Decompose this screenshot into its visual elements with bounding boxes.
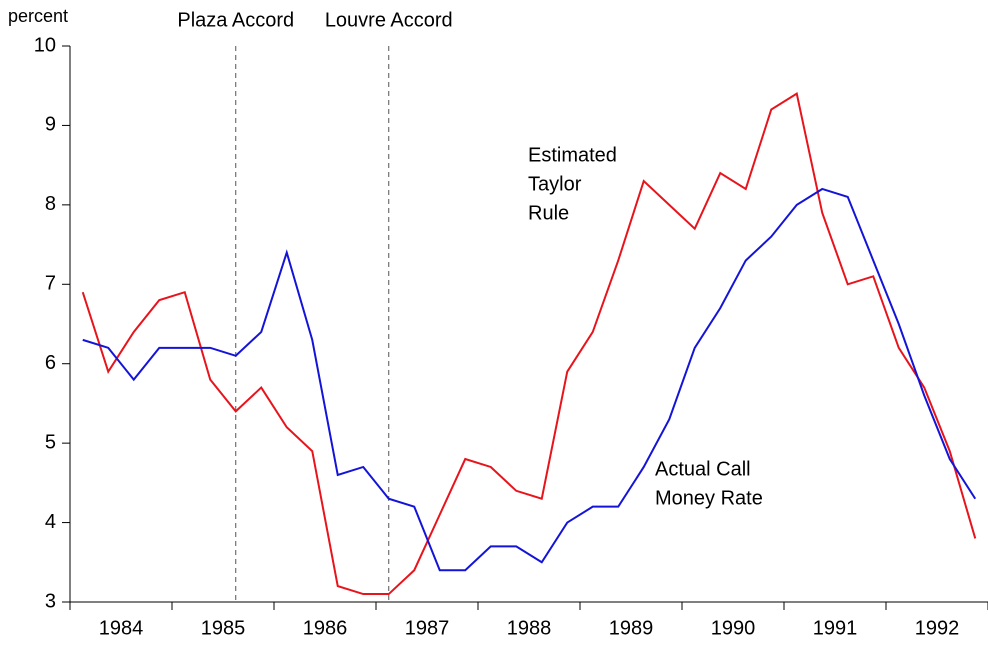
x-tick-label: 1985 bbox=[201, 617, 246, 639]
x-tick-label: 1990 bbox=[711, 617, 756, 639]
x-tick-label: 1984 bbox=[99, 617, 144, 639]
event-label: Plaza Accord bbox=[177, 9, 294, 31]
x-tick-label: 1986 bbox=[303, 617, 348, 639]
series-label: Rule bbox=[528, 202, 569, 224]
y-tick-label: 9 bbox=[45, 114, 56, 136]
event-label: Louvre Accord bbox=[325, 9, 453, 31]
y-tick-label: 10 bbox=[34, 34, 56, 56]
x-tick-label: 1989 bbox=[609, 617, 654, 639]
x-tick-label: 1991 bbox=[813, 617, 858, 639]
x-tick-label: 1988 bbox=[507, 617, 552, 639]
series-label: Actual Call bbox=[655, 458, 751, 480]
y-tick-label: 3 bbox=[45, 590, 56, 612]
series-label: Estimated bbox=[528, 144, 617, 166]
x-tick-label: 1987 bbox=[405, 617, 450, 639]
series-label: Taylor bbox=[528, 173, 582, 195]
y-tick-label: 8 bbox=[45, 193, 56, 215]
series-label: Money Rate bbox=[655, 487, 763, 509]
y-tick-label: 4 bbox=[45, 511, 56, 533]
y-tick-label: 5 bbox=[45, 431, 56, 453]
y-tick-label: 6 bbox=[45, 352, 56, 374]
y-tick-label: 7 bbox=[45, 273, 56, 295]
series-line bbox=[81, 92, 977, 596]
y-axis-label: percent bbox=[8, 6, 68, 26]
x-tick-label: 1992 bbox=[915, 617, 960, 639]
series-line bbox=[82, 187, 977, 572]
